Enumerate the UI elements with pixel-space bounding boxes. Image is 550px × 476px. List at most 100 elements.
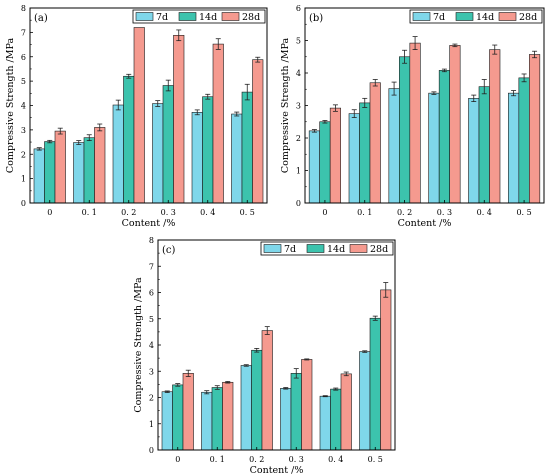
x-tick-label-1: 0. 1 [357, 208, 372, 217]
bar-14d-4 [330, 388, 342, 451]
x-axis-label: Content /% [250, 465, 304, 476]
bar-14d-1 [359, 102, 371, 204]
x-tick-label-0: 0 [322, 208, 327, 217]
legend-swatch-7d [412, 12, 431, 21]
bar-28d-1 [222, 381, 234, 451]
bar-7d-5 [508, 92, 520, 204]
legend-label-14d: 14d [199, 12, 217, 23]
legend-label-7d: 7d [156, 12, 168, 23]
bar-28d-3 [301, 359, 313, 451]
legend-swatch-14d [178, 12, 197, 21]
y-axis-label: Compressive Strength /MPa [133, 277, 144, 413]
y-tick-label-7: 7 [149, 262, 154, 271]
bar-28d-0 [54, 130, 66, 204]
legend-swatch-14d [306, 244, 325, 253]
y-axis-label: Compressive Strength /MPa [5, 38, 16, 174]
y-tick-label-0: 0 [21, 199, 26, 208]
x-tick-label-1: 0. 1 [210, 455, 225, 464]
bar-7d-4 [319, 395, 331, 451]
x-tick-label-3: 0. 3 [289, 455, 304, 464]
x-tick-label-4: 0. 4 [477, 208, 492, 217]
legend-swatch-28d [349, 244, 368, 253]
bar-7d-1 [348, 113, 360, 204]
x-tick-label-1: 0. 1 [82, 208, 97, 217]
bar-7d-0 [308, 130, 320, 204]
bar-7d-2 [388, 88, 400, 204]
bar-7d-2 [112, 104, 124, 204]
legend-label-14d: 14d [327, 244, 345, 255]
bar-14d-5 [369, 317, 381, 451]
bar-28d-4 [212, 43, 224, 204]
y-tick-label-0: 0 [149, 446, 154, 455]
bar-7d-5 [359, 351, 371, 451]
chart-a: 0 1 2 3 4 5 6 7 8 0 0. 1 0. 2 0. 3 0. 4 0. 5 Content /%… [5, 4, 268, 229]
legend-label-28d: 28d [242, 12, 260, 23]
x-tick-label-5: 0. 5 [516, 208, 531, 217]
legend-label-14d: 14d [476, 12, 494, 23]
panel-label: (c) [162, 245, 176, 256]
y-tick-label-4: 4 [21, 102, 26, 111]
bar-7d-4 [191, 112, 203, 204]
panel-label: (b) [309, 13, 323, 24]
bar-28d-3 [449, 45, 461, 204]
bar-7d-0 [161, 391, 173, 451]
panel-label: (a) [34, 13, 48, 24]
bar-28d-0 [329, 107, 341, 204]
bar-14d-5 [241, 91, 253, 204]
bar-28d-2 [261, 330, 273, 451]
y-tick-label-5: 5 [296, 37, 301, 46]
bar-7d-2 [240, 365, 252, 451]
bar-28d-4 [340, 373, 352, 451]
chart-b: 0 1 2 3 4 5 6 0 0. 1 0. 2 0. 3 0. 4 0. 5 Content /% Co… [280, 4, 545, 229]
x-tick-label-2: 0. 2 [397, 208, 412, 217]
bar-14d-3 [162, 85, 174, 204]
bar-28d-1 [369, 82, 381, 204]
legend-label-28d: 28d [519, 12, 537, 23]
legend-swatch-28d [498, 12, 517, 21]
legend-swatch-7d [263, 244, 282, 253]
bar-14d-0 [172, 384, 184, 451]
bar-14d-4 [202, 96, 214, 204]
bar-14d-1 [211, 387, 223, 451]
x-tick-label-4: 0. 4 [200, 208, 215, 217]
bar-28d-1 [94, 127, 106, 204]
bar-7d-3 [152, 103, 164, 204]
y-tick-label-2: 2 [21, 150, 26, 159]
bar-7d-3 [428, 92, 440, 204]
bar-28d-5 [380, 289, 392, 451]
x-tick-label-4: 0. 4 [328, 455, 343, 464]
y-tick-label-8: 8 [149, 236, 154, 245]
bar-7d-3 [280, 388, 292, 451]
bar-28d-5 [529, 54, 541, 204]
bar-14d-3 [290, 373, 302, 451]
bar-28d-4 [489, 49, 501, 204]
bar-7d-1 [201, 391, 213, 451]
bar-14d-2 [123, 75, 135, 204]
bar-14d-1 [83, 137, 95, 204]
bar-14d-0 [319, 121, 331, 204]
bar-14d-4 [478, 86, 490, 204]
x-axis-label: Content /% [398, 218, 452, 229]
x-tick-label-0: 0 [47, 208, 52, 217]
bar-28d-3 [173, 34, 185, 204]
bar-7d-4 [468, 98, 480, 204]
legend-label-7d: 7d [284, 244, 296, 255]
y-tick-label-7: 7 [21, 28, 26, 37]
bar-14d-3 [438, 70, 450, 204]
legend-label-28d: 28d [370, 244, 388, 255]
bar-14d-2 [399, 56, 411, 204]
y-tick-label-3: 3 [21, 126, 26, 135]
y-tick-label-1: 1 [149, 420, 154, 429]
y-tick-label-8: 8 [21, 4, 26, 13]
bar-7d-1 [73, 142, 85, 204]
bar-14d-2 [251, 349, 263, 451]
x-tick-label-0: 0 [175, 455, 180, 464]
x-axis-label: Content /% [122, 218, 176, 229]
bar-28d-0 [182, 373, 194, 451]
y-tick-label-3: 3 [149, 367, 154, 376]
y-tick-label-2: 2 [296, 134, 301, 143]
y-tick-label-5: 5 [21, 77, 26, 86]
y-tick-label-6: 6 [21, 53, 26, 62]
y-tick-label-6: 6 [149, 289, 154, 298]
